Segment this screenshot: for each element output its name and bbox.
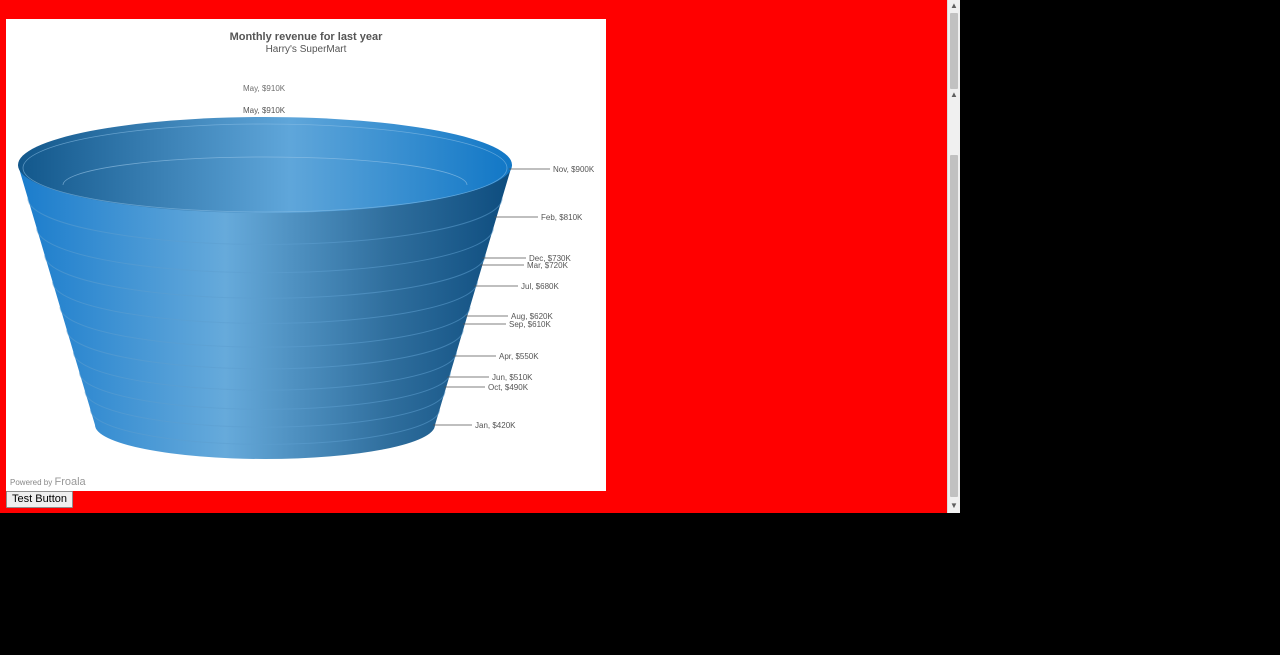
label-dec: Dec, $730K	[529, 254, 571, 263]
label-mar: Mar, $720K	[527, 261, 569, 270]
label-jan: Jan, $420K	[475, 421, 516, 430]
label-apr: Apr, $550K	[499, 352, 539, 361]
label-feb: Feb, $810K	[541, 213, 583, 222]
funnel-labels: May, $910K May, $910K Nov, $900K Feb, $810K…	[243, 84, 595, 430]
scroll-thumb[interactable]	[950, 13, 958, 89]
funnel-chart: Monthly revenue for last year Harry's Su…	[18, 31, 595, 459]
test-button[interactable]: Test Button	[6, 491, 74, 508]
funnel-segment-dec[interactable]	[36, 228, 494, 274]
chart-container: Monthly revenue for last year Harry's Su…	[6, 19, 606, 491]
funnel-segment-sep[interactable]	[66, 329, 464, 370]
funnel-segment-feb[interactable]	[27, 198, 503, 245]
label-jul: Jul, $680K	[521, 282, 559, 291]
scroll-thumb-secondary[interactable]	[950, 155, 958, 497]
funnel-top-rim	[22, 123, 508, 213]
chart-subtitle: Harry's SuperMart	[266, 44, 347, 55]
funnel-segment-mar[interactable]	[44, 255, 486, 299]
powered-by-brand: Froala	[54, 476, 86, 488]
funnel-segment-apr[interactable]	[72, 352, 458, 391]
label-ghost-may: May, $910K	[243, 84, 286, 93]
funnel-segment-oct[interactable]	[84, 391, 446, 428]
powered-by[interactable]: Powered by Froala	[10, 476, 86, 488]
funnel-cone	[18, 165, 512, 459]
funnel-inner-rim	[62, 156, 468, 186]
funnel-segment-aug[interactable]	[59, 306, 471, 348]
scroll-up-icon[interactable]: ▲	[950, 1, 958, 10]
funnel-segment-jan[interactable]	[89, 409, 441, 445]
powered-by-prefix: Powered by	[10, 478, 53, 487]
scroll-up-icon[interactable]: ▲	[950, 90, 958, 99]
vertical-scrollbar[interactable]: ▲ ▲ ▼	[947, 0, 960, 513]
label-sep: Sep, $610K	[509, 320, 551, 329]
funnel-segment-jul[interactable]	[52, 281, 478, 324]
chart-title: Monthly revenue for last year	[230, 31, 384, 43]
scroll-down-icon[interactable]: ▼	[950, 501, 958, 510]
label-aug: Aug, $620K	[511, 312, 553, 321]
label-may: May, $910K	[243, 106, 286, 115]
funnel-segment-jun[interactable]	[78, 372, 452, 410]
funnel-top-cap[interactable]	[18, 117, 512, 213]
label-jun: Jun, $510K	[492, 373, 533, 382]
page-viewport: Monthly revenue for last year Harry's Su…	[0, 0, 960, 513]
label-nov: Nov, $900K	[553, 165, 595, 174]
label-oct: Oct, $490K	[488, 383, 529, 392]
funnel-body	[18, 117, 512, 459]
